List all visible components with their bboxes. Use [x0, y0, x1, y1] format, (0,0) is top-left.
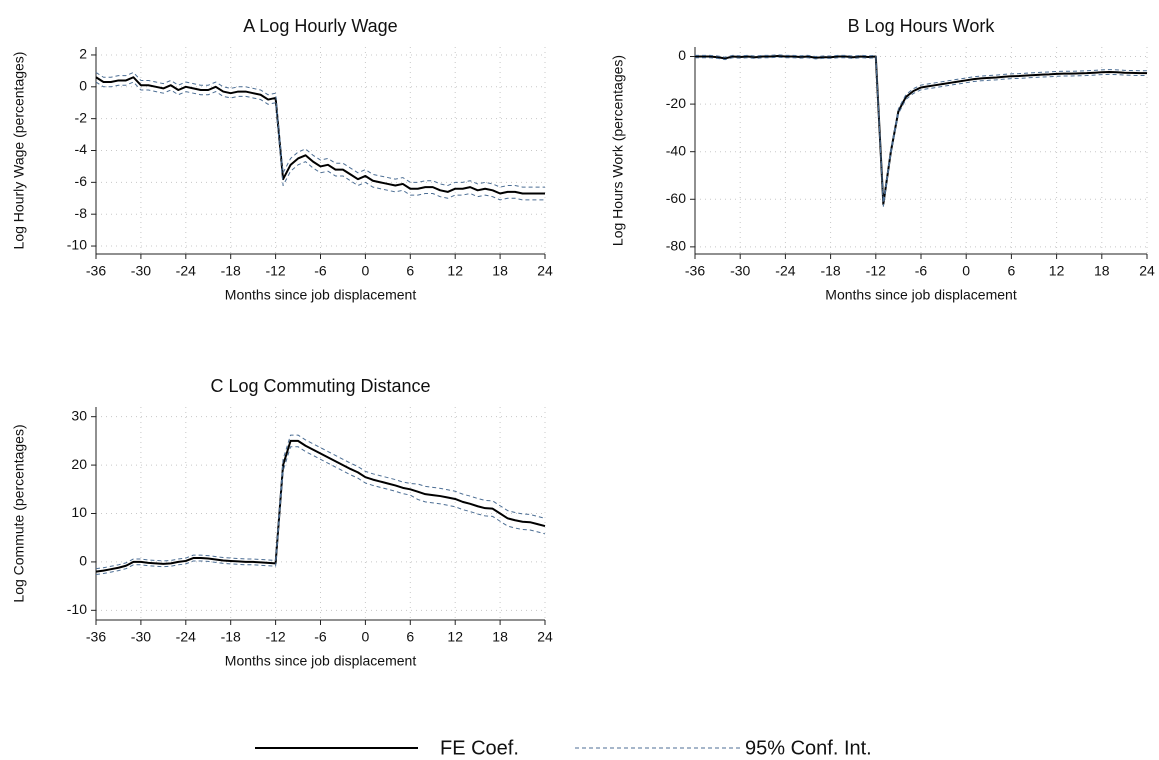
x-tick-label: -24	[176, 629, 196, 645]
ci-line	[95, 434, 546, 570]
ci-line	[695, 56, 1147, 207]
x-tick-label: -12	[265, 629, 285, 645]
y-tick-label: -10	[67, 601, 87, 617]
x-tick-label: 0	[962, 263, 970, 279]
panel: A Log Hourly Wage 2 0 -2 -4 -6 -8 -10 -36 -30 -24 -…	[11, 16, 553, 303]
x-tick-label: 12	[1049, 263, 1065, 279]
legend-label: FE Coef.	[440, 737, 519, 759]
y-tick-label: -40	[666, 142, 686, 158]
x-tick-label: 18	[492, 263, 508, 279]
x-tick-label: -24	[176, 263, 196, 279]
x-tick-label: -6	[314, 629, 327, 645]
y-tick-label: 0	[79, 78, 87, 94]
x-tick-label: 18	[492, 629, 508, 645]
coef-line	[695, 55, 1147, 206]
x-tick-label: -18	[820, 263, 840, 279]
y-tick-label: -2	[75, 109, 88, 125]
x-axis-label: Months since job displacement	[825, 287, 1017, 303]
y-tick-label: 2	[79, 46, 87, 62]
coef-line	[95, 76, 545, 195]
panel-title: C Log Commuting Distance	[210, 376, 430, 396]
x-axis-label: Months since job displacement	[225, 287, 417, 303]
y-tick-label: 0	[678, 47, 686, 63]
x-tick-label: -18	[221, 263, 241, 279]
y-tick-label: -20	[666, 95, 686, 111]
y-axis-label: Log Hours Work (percentages)	[610, 55, 626, 246]
y-tick-label: 0	[79, 553, 87, 569]
y-tick-label: -4	[75, 141, 88, 157]
x-tick-label: -6	[915, 263, 928, 279]
x-tick-label: -30	[131, 629, 151, 645]
x-tick-label: -6	[314, 263, 327, 279]
x-tick-label: 0	[362, 629, 370, 645]
x-tick-label: -18	[221, 629, 241, 645]
panel-title: A Log Hourly Wage	[243, 16, 397, 36]
x-tick-label: -30	[730, 263, 750, 279]
y-tick-label: -6	[75, 173, 88, 189]
y-tick-label: -60	[666, 190, 686, 206]
x-tick-label: 18	[1094, 263, 1110, 279]
x-tick-label: -36	[685, 263, 705, 279]
x-tick-label: 12	[447, 629, 463, 645]
x-tick-label: 12	[447, 263, 463, 279]
x-tick-label: -36	[86, 629, 106, 645]
panel-title: B Log Hours Work	[848, 16, 996, 36]
legend-label: 95% Conf. Int.	[745, 737, 872, 759]
coef-line	[95, 439, 546, 573]
y-tick-label: -8	[75, 205, 88, 221]
ci-line	[695, 54, 1147, 203]
x-tick-label: 6	[406, 263, 414, 279]
ci-line	[95, 446, 546, 575]
x-tick-label: 0	[362, 263, 370, 279]
y-axis-label: Log Hourly Wage (percentages)	[11, 52, 27, 250]
x-axis-label: Months since job displacement	[225, 653, 417, 669]
x-tick-label: 24	[1139, 263, 1155, 279]
y-axis-label: Log Commute (percentages)	[11, 424, 27, 602]
y-tick-label: 20	[71, 456, 87, 472]
y-tick-label: -10	[67, 237, 87, 253]
x-tick-label: -36	[86, 263, 106, 279]
x-tick-label: -12	[866, 263, 886, 279]
y-tick-label: 10	[71, 504, 87, 520]
ci-line	[95, 71, 545, 188]
x-tick-label: 24	[537, 263, 553, 279]
panel: C Log Commuting Distance 30 20 10 0 -10 -36 -30…	[11, 376, 553, 669]
x-tick-label: 6	[1008, 263, 1016, 279]
x-tick-label: 6	[406, 629, 414, 645]
y-tick-label: 30	[71, 407, 87, 423]
x-tick-label: -12	[265, 263, 285, 279]
x-tick-label: 24	[537, 629, 553, 645]
x-tick-label: -30	[131, 263, 151, 279]
y-tick-label: -80	[666, 238, 686, 254]
x-tick-label: -24	[775, 263, 795, 279]
legend: FE Coef. 95% Conf. Int.	[255, 737, 872, 759]
